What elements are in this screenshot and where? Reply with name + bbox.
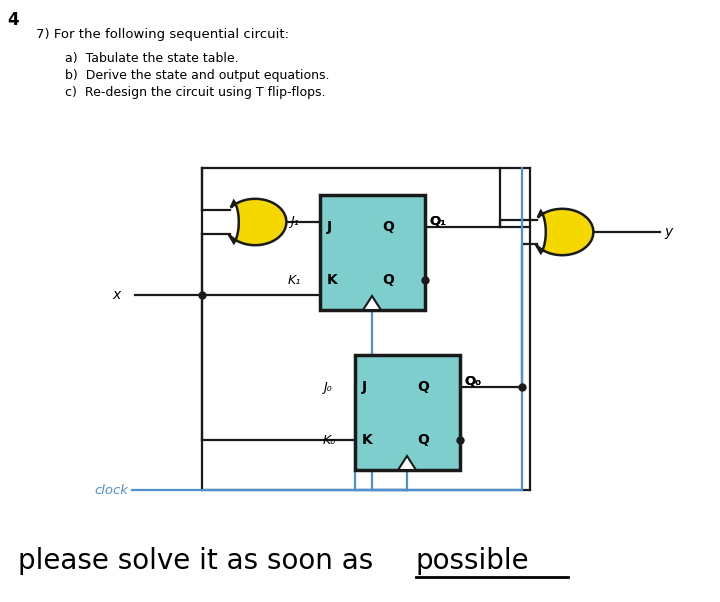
Text: J: J (327, 220, 332, 234)
Text: 7) For the following sequential circuit:: 7) For the following sequential circuit: (36, 28, 289, 41)
Text: K₁: K₁ (288, 273, 301, 287)
Text: Q: Q (382, 273, 394, 287)
Polygon shape (229, 199, 287, 245)
Bar (320, 195, 425, 310)
Polygon shape (363, 296, 381, 310)
Text: x: x (113, 288, 121, 302)
Text: J₀: J₀ (323, 380, 332, 394)
Text: a)  Tabulate the state table.: a) Tabulate the state table. (65, 52, 238, 65)
Text: c)  Re-design the circuit using T flip-flops.: c) Re-design the circuit using T flip-fl… (65, 86, 325, 99)
Polygon shape (536, 209, 593, 255)
Text: K: K (327, 273, 338, 287)
Text: Q₁: Q₁ (429, 214, 446, 228)
Text: K₀: K₀ (323, 433, 336, 447)
Text: Q₀: Q₀ (464, 374, 481, 388)
Text: Q₁: Q₁ (429, 214, 446, 228)
Text: Q: Q (382, 220, 394, 234)
Text: Q: Q (417, 380, 429, 394)
Text: 4: 4 (7, 11, 19, 29)
Text: b)  Derive the state and output equations.: b) Derive the state and output equations… (65, 69, 330, 82)
Text: K: K (362, 433, 373, 447)
Text: Q₀: Q₀ (464, 374, 481, 388)
Text: clock: clock (94, 483, 128, 497)
Text: J: J (362, 380, 367, 394)
Text: please solve it as soon as: please solve it as soon as (18, 547, 382, 575)
Text: y: y (664, 225, 672, 239)
Text: possible: possible (416, 547, 530, 575)
Bar (355, 355, 460, 470)
Polygon shape (398, 456, 416, 470)
Text: Q: Q (417, 433, 429, 447)
Text: J₁: J₁ (290, 216, 299, 229)
